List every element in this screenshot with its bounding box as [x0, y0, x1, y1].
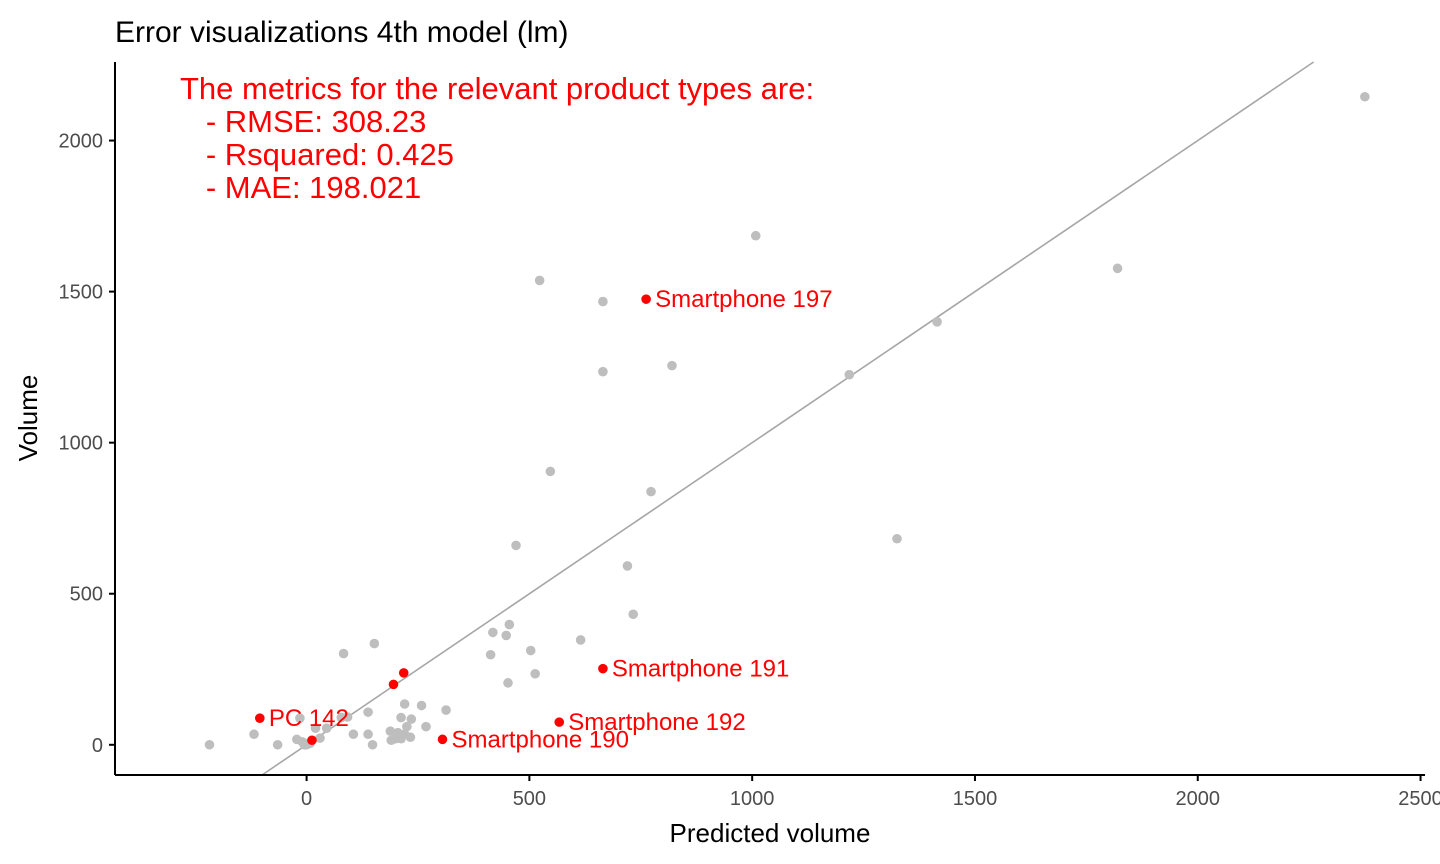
- reference-line-layer: [261, 61, 1315, 776]
- data-point: [628, 609, 639, 620]
- point-label: Smartphone 197: [655, 286, 832, 313]
- data-point: [441, 705, 451, 715]
- metrics-line-1: The metrics for the relevant product typ…: [180, 71, 814, 106]
- y-tick-label: 2000: [59, 131, 104, 153]
- data-point: [385, 726, 396, 736]
- y-tick-label: 1000: [59, 433, 104, 455]
- x-tick-label: 1000: [730, 788, 775, 810]
- data-point: [525, 645, 536, 656]
- data-point: [892, 533, 902, 544]
- point-label: Smartphone 190: [452, 726, 629, 753]
- identity-reference-line: [261, 61, 1315, 776]
- data-point: [416, 700, 427, 711]
- data-point: [598, 296, 608, 307]
- data-point: [545, 466, 556, 477]
- data-point: [204, 739, 215, 750]
- metrics-line-3: - Rsquared: 0.425: [180, 137, 454, 172]
- data-point: [598, 366, 608, 377]
- point-label: PC 142: [269, 705, 349, 732]
- data-point: [530, 668, 540, 679]
- data-point: [390, 733, 401, 744]
- data-point: [503, 678, 513, 688]
- data-point: [396, 712, 406, 723]
- data-point: [405, 732, 416, 743]
- y-tick-label: 0: [92, 735, 103, 757]
- chart-title: Error visualizations 4th model (lm): [115, 16, 568, 49]
- data-point: [363, 707, 373, 717]
- data-point: [310, 723, 321, 733]
- relevant-point: [641, 294, 651, 304]
- data-point: [338, 648, 349, 659]
- data-point: [367, 739, 378, 750]
- data-point: [295, 713, 305, 724]
- metrics-line-4: - MAE: 198.021: [180, 170, 421, 205]
- x-tick-label: 2500: [1398, 788, 1440, 810]
- data-point: [321, 723, 332, 733]
- point-labels-layer: Smartphone 197 Smartphone 191 Smartphone 1…: [269, 286, 833, 753]
- y-tick-label: 1500: [59, 282, 104, 304]
- x-axis-title: Predicted volume: [670, 818, 871, 848]
- data-point: [249, 729, 259, 740]
- data-point: [363, 729, 373, 740]
- data-point: [504, 619, 515, 630]
- data-point: [1112, 263, 1123, 274]
- x-tick-label: 1500: [953, 788, 998, 810]
- data-point: [534, 275, 545, 286]
- data-point: [348, 729, 359, 740]
- y-axis-title: Volume: [13, 375, 43, 462]
- data-point: [1360, 91, 1370, 102]
- relevant-point: [437, 734, 448, 745]
- data-point: [844, 369, 855, 380]
- data-point: [421, 721, 431, 732]
- data-point: [406, 714, 417, 724]
- points-layer: [204, 91, 1370, 750]
- data-point: [750, 230, 761, 241]
- data-point: [369, 638, 380, 649]
- relevant-point: [255, 713, 265, 724]
- data-point: [932, 317, 942, 327]
- data-point: [511, 540, 521, 551]
- relevant-point: [398, 668, 409, 678]
- data-point: [272, 739, 283, 750]
- data-point: [315, 733, 325, 743]
- relevant-point: [388, 679, 399, 690]
- data-point: [646, 486, 656, 497]
- metrics-annotation: The metrics for the relevant product typ…: [180, 71, 814, 205]
- data-point: [575, 635, 586, 645]
- relevant-point: [307, 735, 317, 746]
- data-point: [501, 630, 512, 641]
- relevant-point: [554, 717, 565, 727]
- x-tick-label: 500: [513, 788, 546, 810]
- x-tick-label: 2000: [1176, 788, 1221, 810]
- y-axis-ticks: 0 500 1000 1500 2000: [59, 131, 115, 757]
- axes: [114, 62, 1425, 776]
- data-point: [488, 627, 498, 638]
- data-point: [485, 649, 496, 660]
- data-point: [667, 360, 677, 371]
- point-label: Smartphone 191: [612, 656, 789, 683]
- x-tick-label: 0: [301, 788, 312, 810]
- data-point: [622, 561, 633, 571]
- y-tick-label: 500: [70, 584, 103, 606]
- point-label: Smartphone 192: [568, 709, 745, 736]
- relevant-point: [598, 663, 608, 674]
- data-point: [342, 712, 353, 722]
- data-point: [402, 721, 412, 732]
- x-axis-ticks: 0 500 1000 1500 2000 2500: [301, 775, 1440, 810]
- data-point: [399, 699, 410, 709]
- metrics-line-2: - RMSE: 308.23: [180, 104, 426, 139]
